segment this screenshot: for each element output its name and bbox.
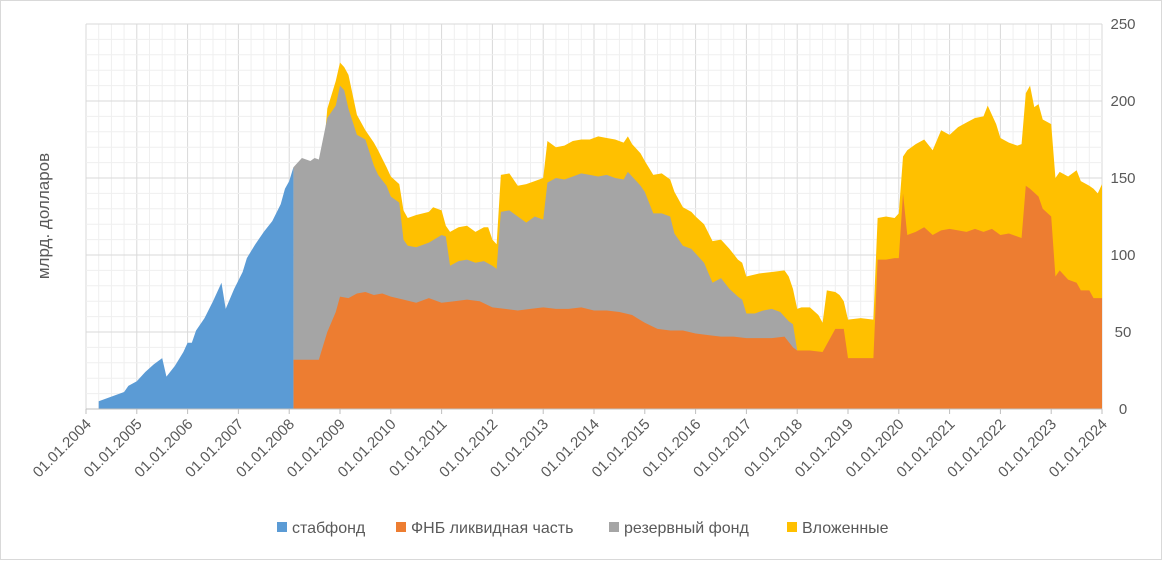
y-tick-label: 150 [1110,170,1135,187]
y-axis-title: млрд. долларов [34,153,53,279]
y-tick-label: 200 [1110,93,1135,110]
legend-swatch-invested [787,522,797,532]
legend-swatch-reserve [609,522,619,532]
y-tick-labels: 0 50 100 150 200 250 [1110,16,1135,418]
x-tick-labels: 01.01.200401.01.200501.01.200601.01.2007… [30,409,1111,481]
area-series-stabfond [98,167,294,409]
legend: стабфонд ФНБ ликвидная часть резервный фон… [277,520,889,537]
legend-label-invested: Вложенные [802,520,889,537]
legend-swatch-stabfond [277,522,287,532]
y-tick-label: 100 [1110,247,1135,264]
area-series-group [98,62,1102,409]
legend-swatch-fnb [396,522,406,532]
legend-label-reserve: резервный фонд [624,520,750,537]
y-tick-label: 0 [1119,401,1127,418]
area-series-fnb [293,185,1102,409]
legend-label-fnb: ФНБ ликвидная часть [411,520,573,537]
legend-label-stabfond: стабфонд [292,520,366,537]
y-tick-label: 250 [1110,16,1135,33]
y-tick-label: 50 [1115,324,1132,341]
